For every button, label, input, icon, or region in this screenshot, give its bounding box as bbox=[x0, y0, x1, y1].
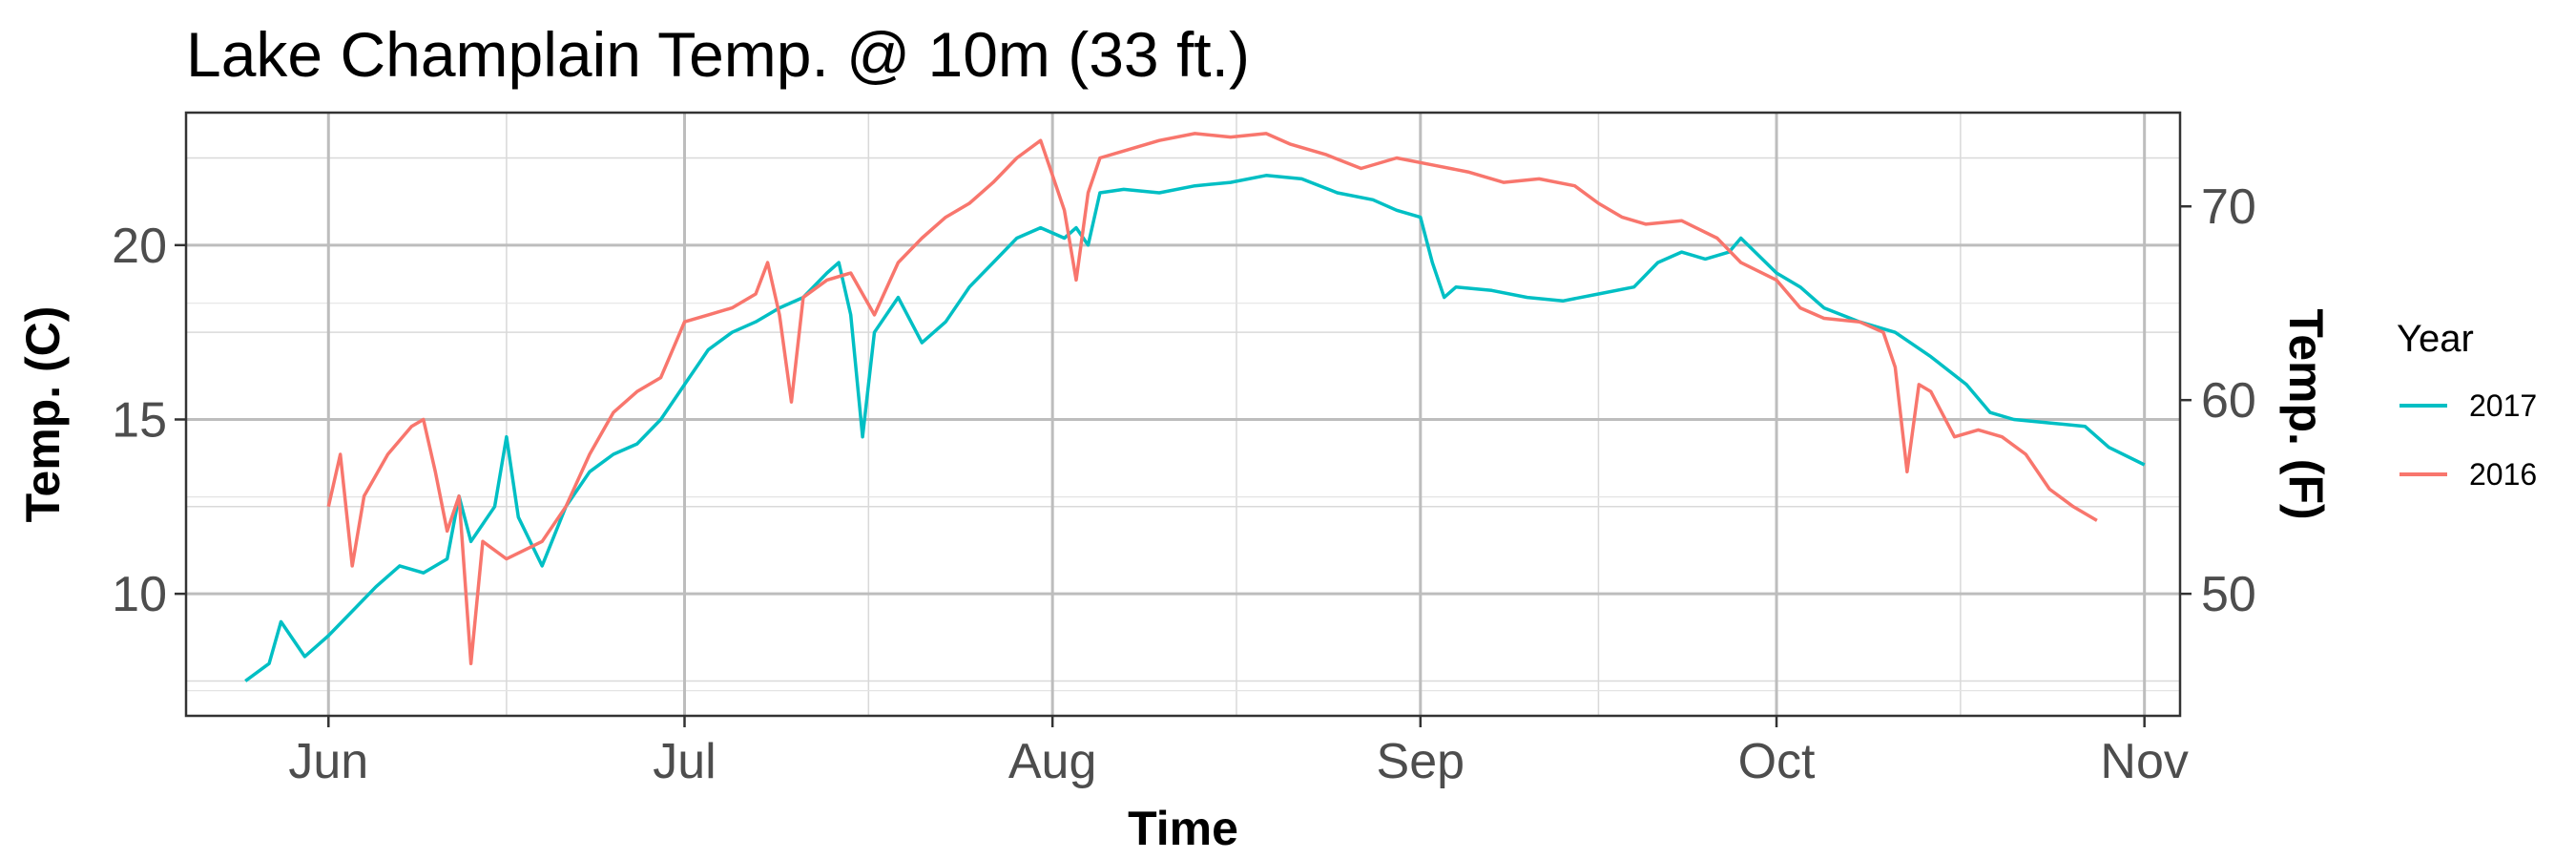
y2-axis-ticks: 50 60 70 bbox=[2180, 179, 2256, 622]
series-layer bbox=[244, 132, 2146, 682]
minor-gridlines bbox=[186, 113, 2180, 716]
legend: Year 2017 2016 bbox=[2397, 318, 2537, 492]
x-axis-title: Time bbox=[1128, 802, 1238, 855]
x-tick-label: Sep bbox=[1377, 734, 1465, 789]
x-axis-ticks: Jun Jul Aug Sep Oct Nov bbox=[288, 716, 2189, 789]
y2-axis-title: Temp. (F) bbox=[2279, 308, 2333, 519]
y-tick-label: 20 bbox=[112, 219, 167, 274]
x-tick-label: Aug bbox=[1008, 734, 1097, 789]
y-tick-label: 15 bbox=[112, 392, 167, 448]
y-axis-ticks: 10 15 20 bbox=[112, 219, 186, 622]
legend-title: Year bbox=[2397, 318, 2474, 360]
x-tick-label: Jun bbox=[288, 734, 368, 789]
y2-tick-label: 60 bbox=[2201, 373, 2256, 429]
series-line-2017 bbox=[244, 174, 2146, 682]
y-tick-label: 10 bbox=[112, 567, 167, 622]
y2-tick-label: 70 bbox=[2201, 179, 2256, 235]
plot-panel-border bbox=[184, 111, 2182, 718]
legend-label-2017: 2017 bbox=[2469, 388, 2537, 423]
legend-label-2016: 2016 bbox=[2469, 457, 2537, 492]
major-gridlines bbox=[186, 113, 2180, 716]
x-tick-label: Jul bbox=[653, 734, 716, 789]
series-line-2016 bbox=[326, 132, 2098, 665]
y-axis-title: Temp. (C) bbox=[16, 306, 70, 523]
chart-title: Lake Champlain Temp. @ 10m (33 ft.) bbox=[186, 19, 1250, 90]
x-tick-label: Oct bbox=[1738, 734, 1816, 789]
y2-tick-label: 50 bbox=[2201, 567, 2256, 622]
legend-items: 2017 2016 bbox=[2399, 388, 2537, 492]
x-tick-label: Nov bbox=[2100, 734, 2188, 789]
